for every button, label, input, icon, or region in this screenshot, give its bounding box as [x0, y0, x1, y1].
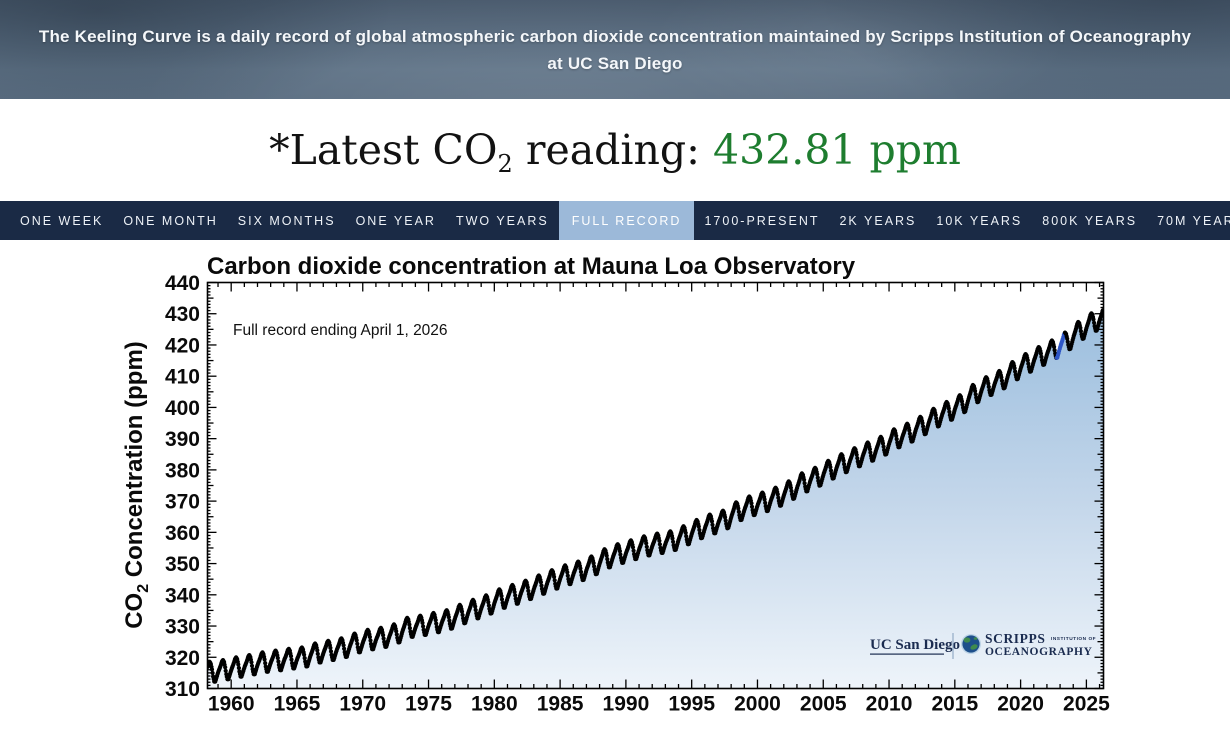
x-tick-label: 1985	[537, 693, 584, 716]
area-fill	[207, 310, 1104, 689]
y-tick-label: 400	[165, 397, 200, 420]
x-tick-label: 1975	[405, 693, 452, 716]
y-tick-label: 440	[165, 272, 200, 295]
x-tick-label: 1995	[668, 693, 715, 716]
x-tick-label: 2000	[734, 693, 781, 716]
x-tick-label: 1980	[471, 693, 518, 716]
y-tick-label: 410	[165, 366, 200, 389]
tab-70m-years[interactable]: 70M YEARS	[1157, 213, 1230, 228]
y-tick-label: 340	[165, 584, 200, 607]
y-tick-label: 390	[165, 428, 200, 451]
header-banner: The Keeling Curve is a daily record of g…	[0, 0, 1230, 99]
tab-two-years[interactable]: TWO YEARS	[455, 213, 549, 228]
reading-middle: reading:	[512, 126, 714, 174]
tab-one-week[interactable]: ONE WEEK	[20, 213, 104, 228]
latest-reading-headline: *Latest CO2 reading: 432.81 ppm	[269, 126, 961, 176]
logo-group: UC San Diego SCRIPPS INSTITUTION OF OCEA…	[870, 631, 1096, 659]
y-tick-label: 330	[165, 616, 200, 639]
x-tick-label: 2025	[1063, 693, 1110, 716]
globe-icon	[961, 634, 981, 654]
tab-one-year[interactable]: ONE YEAR	[355, 213, 436, 228]
x-tick-label: 2005	[800, 693, 847, 716]
keeling-full-record-chart: Carbon dioxide concentration at Mauna Lo…	[121, 253, 1110, 716]
x-tick-label: 2020	[997, 693, 1044, 716]
x-tick-label: 1965	[274, 693, 321, 716]
axis-tick-labels: 310 320 330 340 350 360 370 380 390 400 410 420 430 4…	[165, 272, 1110, 716]
chart-title: Carbon dioxide concentration at Mauna Lo…	[207, 253, 856, 280]
ucsd-logo-underline	[870, 653, 944, 655]
latest-reading-section: *Latest CO2 reading: 432.81 ppm	[0, 99, 1230, 201]
plot-border	[206, 281, 1105, 690]
y-tick-label: 430	[165, 303, 200, 326]
y-tick-label: 420	[165, 334, 200, 357]
tab-one-month[interactable]: ONE MONTH	[123, 213, 218, 228]
banner-text: The Keeling Curve is a daily record of g…	[38, 26, 1192, 73]
tab-800k-years[interactable]: 800K YEARS	[1042, 213, 1138, 228]
x-tick-label: 2015	[931, 693, 978, 716]
tab-full-record[interactable]: FULL RECORD	[558, 201, 695, 240]
y-axis-title: CO2 Concentration (ppm)	[121, 341, 152, 629]
timescale-navbar: ONE WEEK ONE MONTH SIX MONTHS ONE YEAR TWO Y…	[0, 201, 1230, 240]
x-tick-label: 1970	[339, 693, 386, 716]
co2-subscript: 2	[497, 150, 513, 178]
co2-reading-value: 432.81 ppm	[713, 126, 961, 174]
data-points	[207, 308, 1104, 684]
x-tick-label: 2010	[866, 693, 913, 716]
chart-section: Carbon dioxide concentration at Mauna Lo…	[0, 240, 1230, 750]
tab-six-months[interactable]: SIX MONTHS	[237, 213, 336, 228]
y-tick-label: 370	[165, 491, 200, 514]
scripps-logo-small: INSTITUTION OF	[1051, 636, 1096, 642]
y-tick-label: 380	[165, 459, 200, 482]
y-tick-label: 350	[165, 553, 200, 576]
reading-prefix: *Latest CO	[269, 126, 498, 174]
chart-annotation: Full record ending April 1, 2026	[233, 322, 448, 339]
y-tick-label: 320	[165, 647, 200, 670]
scripps-logo-line2: OCEANOGRAPHY	[985, 646, 1093, 658]
tab-10k-years[interactable]: 10K YEARS	[936, 213, 1023, 228]
ucsd-logo-text: UC San Diego	[870, 637, 960, 653]
x-tick-label: 1990	[603, 693, 650, 716]
scripps-logo-line1: SCRIPPS	[985, 631, 1045, 646]
y-tick-label: 310	[165, 678, 200, 701]
tab-2k-years[interactable]: 2K YEARS	[839, 213, 917, 228]
tab-1700-present[interactable]: 1700-PRESENT	[704, 213, 820, 228]
x-tick-label: 1960	[208, 693, 255, 716]
y-tick-label: 360	[165, 522, 200, 545]
